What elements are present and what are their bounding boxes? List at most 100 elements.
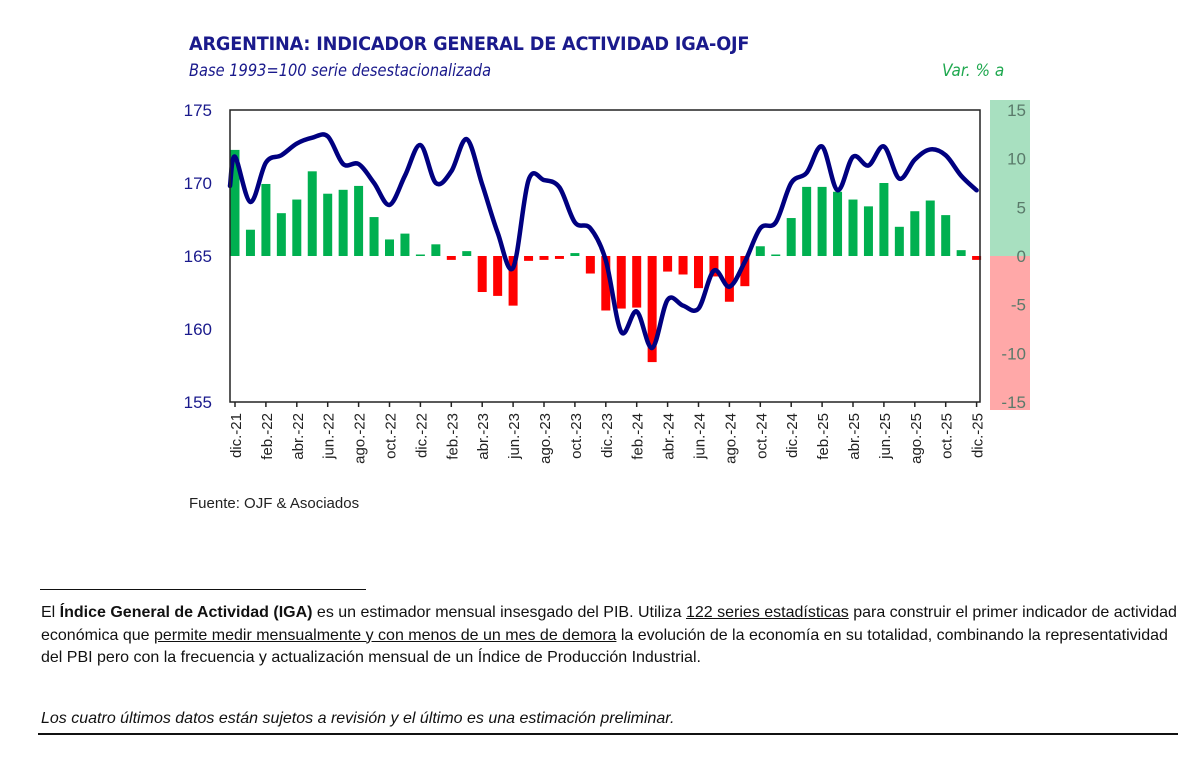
bar-positive: [910, 211, 920, 256]
x-axis-tick-label: dic.-23: [599, 413, 616, 458]
x-axis-tick-label: abr.-25: [846, 413, 863, 460]
bar-positive: [848, 199, 858, 256]
bar-negative: [616, 256, 626, 309]
bar-negative: [508, 256, 518, 306]
bar-positive: [894, 226, 904, 256]
bar-negative: [647, 256, 657, 363]
bar-positive: [415, 254, 425, 256]
bar-negative: [632, 256, 642, 308]
bar-positive: [462, 251, 472, 256]
x-axis-tick-label: feb.-23: [444, 413, 461, 460]
bar-positive: [771, 254, 781, 256]
x-axis-tick-label: oct.-25: [939, 413, 956, 459]
right-axis-tick-label: 10: [1007, 150, 1026, 169]
x-axis-tick-label: oct.-24: [753, 413, 770, 459]
bar-series: [230, 149, 982, 363]
footnote-underlined-measure: permite medir mensualmente y con menos d…: [153, 626, 617, 644]
bar-positive: [817, 186, 827, 256]
x-axis-tick-label: feb.-22: [259, 413, 276, 460]
footnote-divider: [40, 589, 366, 590]
left-axis-tick-label: 175: [184, 101, 212, 120]
bar-positive: [863, 206, 873, 256]
left-axis: 155 160 165 170 175: [184, 101, 212, 412]
bar-negative: [601, 256, 611, 311]
plot-frame: [229, 109, 981, 403]
footnote-text: El: [41, 604, 60, 621]
bar-negative: [524, 256, 534, 261]
bar-positive: [354, 185, 364, 256]
bar-positive: [570, 253, 580, 256]
x-axis-tick-label: feb.-25: [815, 413, 832, 460]
bar-positive: [385, 239, 394, 256]
bar-positive: [261, 183, 271, 256]
bar-positive: [338, 189, 348, 256]
bar-positive: [245, 229, 255, 256]
footnote-underlined-series: 122 series estadísticas: [686, 604, 849, 621]
right-axis-tick-label: -10: [1001, 344, 1026, 363]
right-axis-tick-label: 0: [1017, 247, 1026, 266]
x-axis: dic.-21 feb.-22 abr.-22 jun.-22 ago.-22 oct.-…: [228, 402, 987, 464]
bar-negative: [694, 256, 703, 289]
bar-negative: [663, 256, 673, 272]
x-axis-tick-label: abr.-23: [475, 413, 492, 460]
bar-negative: [446, 256, 456, 260]
x-axis-tick-label: jun.-24: [692, 413, 709, 460]
right-axis-tick-label: 15: [1007, 101, 1026, 120]
iga-index-line: [227, 132, 979, 351]
bar-positive: [786, 218, 796, 256]
x-axis-tick-label: oct.-23: [568, 413, 585, 459]
bar-positive: [431, 244, 441, 256]
footnote-text: la evolución de la economía en su totali…: [41, 626, 1168, 667]
right-axis-tick-label: -5: [1011, 296, 1026, 315]
bottom-divider: [38, 733, 1178, 735]
x-axis-tick-label: abr.-24: [661, 413, 678, 460]
right-axis-title: Var. % a: [942, 61, 1005, 81]
bar-positive: [323, 193, 333, 256]
bar-positive: [941, 215, 951, 256]
x-axis-tick-label: ago.-22: [352, 413, 369, 464]
x-axis-tick-label: dic.-22: [413, 413, 430, 458]
bar-positive: [925, 200, 935, 256]
bar-negative: [740, 256, 750, 287]
left-axis-tick-label: 165: [184, 247, 212, 266]
x-axis-tick-label: ago.-23: [537, 413, 554, 464]
bar-positive: [400, 233, 410, 256]
bar-negative: [709, 256, 719, 277]
bar-positive: [755, 246, 765, 256]
footnote-text: es un estimador mensual insesgado del PI…: [312, 604, 686, 621]
x-axis-tick-label: ago.-25: [908, 413, 925, 464]
x-axis-tick-label: ago.-24: [722, 413, 739, 464]
source-note: Fuente: OJF & Asociados: [189, 495, 360, 512]
bar-negative: [972, 256, 982, 260]
x-axis-tick-label: feb.-24: [630, 413, 647, 460]
bar-positive: [879, 183, 889, 256]
bar-negative: [493, 256, 503, 296]
x-axis-tick-label: dic.-24: [784, 413, 801, 458]
left-axis-tick-label: 155: [184, 393, 212, 412]
bar-positive: [369, 217, 379, 256]
x-axis-tick-label: jun.-22: [321, 413, 338, 460]
revision-note: Los cuatro últimos datos están sujetos a…: [41, 710, 675, 727]
right-axis-background: [990, 100, 1030, 410]
x-axis-tick-label: oct.-22: [383, 413, 400, 459]
bar-negative: [724, 256, 734, 302]
bar-positive: [833, 191, 843, 256]
bar-positive: [292, 199, 302, 256]
x-axis-tick-label: dic.-21: [228, 413, 245, 458]
left-axis-tick-label: 160: [184, 320, 212, 339]
bar-negative: [554, 256, 564, 259]
bar-positive: [276, 213, 286, 256]
bar-positive: [956, 250, 966, 256]
right-axis: 15 10 5 0 -5 -10 -15: [1001, 101, 1026, 412]
x-axis-tick-label: dic.-25: [970, 413, 987, 458]
left-axis-tick-label: 170: [184, 174, 212, 193]
x-axis-tick-label: abr.-22: [290, 413, 307, 460]
chart-subtitle: Base 1993=100 serie desestacionalizada: [189, 61, 492, 81]
chart-title: ARGENTINA: INDICADOR GENERAL DE ACTIVIDA…: [189, 33, 750, 55]
bar-positive: [230, 149, 240, 256]
footnote-paragraph: El Índice General de Actividad (IGA) es …: [41, 602, 1181, 670]
bar-positive: [802, 186, 812, 256]
x-axis-tick-label: jun.-25: [877, 413, 894, 460]
bar-negative: [477, 256, 487, 293]
right-axis-positive-band: [990, 100, 1030, 256]
